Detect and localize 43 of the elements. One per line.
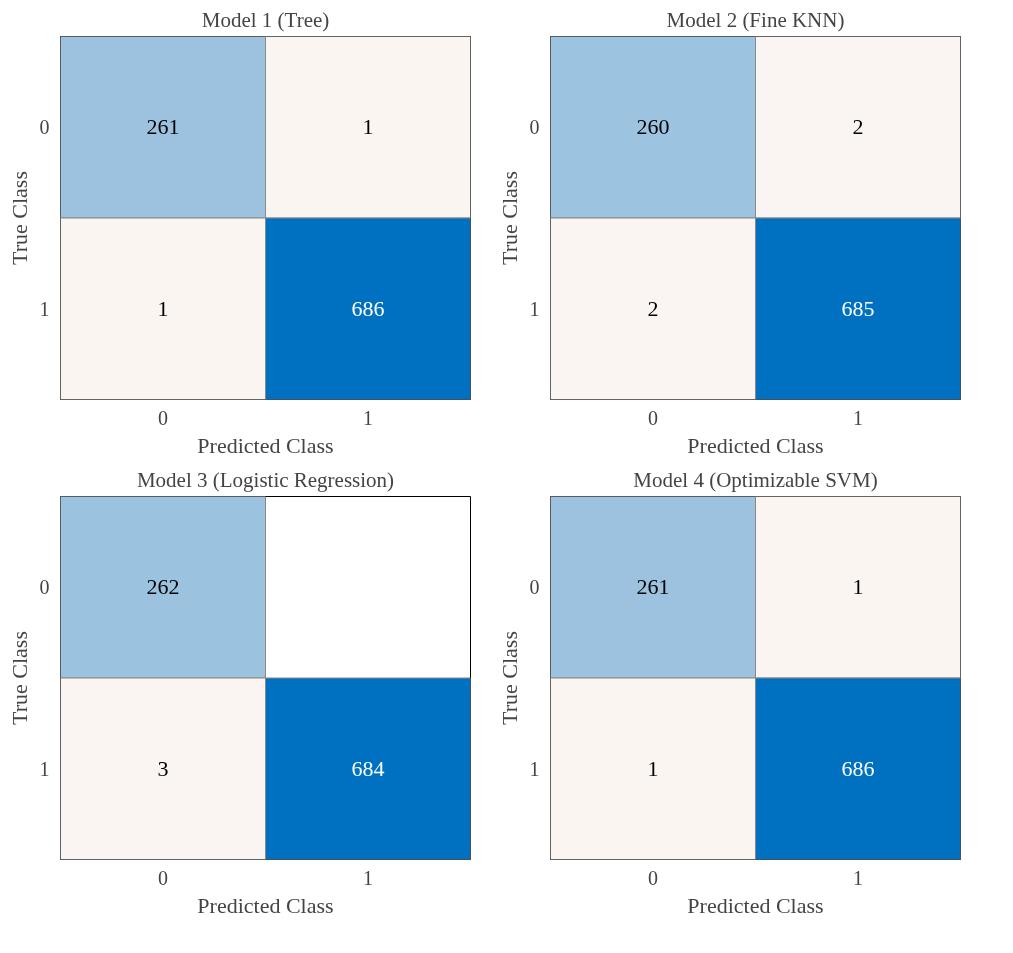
- y-axis-title: True Class: [496, 631, 522, 725]
- y-axis-title: True Class: [6, 631, 32, 725]
- data-label: 686: [841, 755, 875, 781]
- data-label: 260: [636, 114, 670, 140]
- x-axis-title: Predicted Class: [197, 892, 334, 918]
- y-axis-title: True Class: [6, 171, 32, 265]
- data-label: 2: [852, 114, 864, 140]
- x-axis-title: Predicted Class: [687, 432, 824, 458]
- x-axis-title: Predicted Class: [687, 892, 824, 918]
- y-tick-label: 0: [529, 576, 540, 599]
- data-label: 1: [852, 574, 864, 600]
- x-tick-label: 1: [363, 866, 373, 889]
- data-label: 686: [351, 295, 385, 321]
- x-tick-label: 1: [853, 406, 863, 429]
- x-axis-title: Predicted Class: [197, 432, 334, 458]
- data-label: 261: [146, 114, 180, 140]
- data-label: 2: [647, 295, 659, 321]
- y-tick-label: 0: [529, 116, 540, 139]
- x-tick-label: 1: [363, 406, 373, 429]
- y-tick-label: 1: [529, 297, 540, 320]
- x-tick-label: 1: [853, 866, 863, 889]
- data-label: 1: [362, 114, 374, 140]
- x-tick-label: 0: [648, 866, 658, 889]
- data-label: 3: [157, 755, 169, 781]
- chart-title: Model 4 (Optimizable SVM): [633, 467, 878, 492]
- data-label: 685: [841, 295, 875, 321]
- data-label: 261: [636, 574, 670, 600]
- y-tick-label: 1: [529, 757, 540, 780]
- y-tick-label: 0: [39, 116, 50, 139]
- chart-title: Model 3 (Logistic Regression): [136, 467, 395, 492]
- data-label: 1: [157, 295, 169, 321]
- y-axis-title: True Class: [496, 171, 522, 265]
- x-tick-label: 0: [648, 406, 658, 429]
- y-tick-label: 1: [39, 757, 50, 780]
- data-label: 684: [351, 755, 385, 781]
- chart-title: Model 2 (Fine KNN): [666, 7, 845, 32]
- x-tick-label: 0: [158, 406, 168, 429]
- y-tick-label: 1: [39, 297, 50, 320]
- chart-title: Model 1 (Tree): [201, 7, 330, 32]
- y-tick-label: 0: [39, 576, 50, 599]
- data-label: 262: [146, 574, 180, 600]
- x-tick-label: 0: [158, 866, 168, 889]
- data-label: 1: [647, 755, 659, 781]
